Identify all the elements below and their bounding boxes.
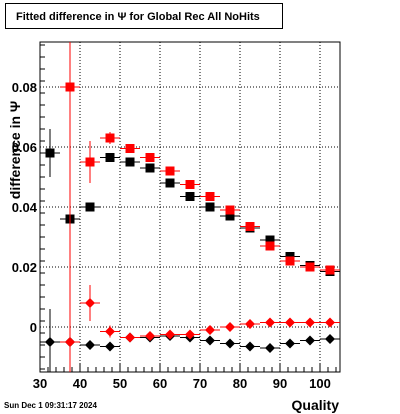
data-point-square <box>205 202 215 212</box>
data-point-diamond <box>225 338 235 349</box>
y-tick-label: 0.08 <box>12 80 37 95</box>
data-point-square <box>125 157 135 167</box>
data-point-square <box>105 133 115 143</box>
data-point-diamond <box>125 332 135 343</box>
data-point-square <box>65 82 75 92</box>
data-point-square <box>245 222 255 231</box>
x-tick-label: 70 <box>193 376 207 391</box>
axes: 30 40 50 60 70 80 90 100 0 0.02 0.04 0.06 0.08 <box>12 44 337 391</box>
data-point-square <box>85 157 95 167</box>
data-point-diamond <box>325 334 335 344</box>
data-point-diamond <box>85 340 95 350</box>
data-point-square <box>145 163 155 173</box>
y-tick-label: 0.06 <box>12 140 37 155</box>
data-point-diamond <box>285 338 295 349</box>
data-point-diamond <box>145 331 155 341</box>
data-point-diamond <box>305 335 315 346</box>
x-tick-label: 100 <box>309 376 331 391</box>
x-tick-label: 80 <box>233 376 247 391</box>
data-point-diamond <box>225 322 235 332</box>
data-point-diamond <box>105 341 115 352</box>
data-point-square <box>185 192 195 201</box>
data-point-diamond <box>205 335 215 346</box>
data-point-diamond <box>65 337 75 347</box>
data-point-square <box>285 256 295 266</box>
data-point-diamond <box>265 317 275 328</box>
data-point-square <box>125 144 135 153</box>
chart-title: Fitted difference in Ψ for Global Rec Al… <box>5 3 283 29</box>
x-tick-label: 60 <box>153 376 167 391</box>
data-point-square <box>325 265 335 275</box>
data-point-diamond <box>185 329 195 340</box>
y-axis-label: difference in Ψ <box>7 101 23 199</box>
data-point-diamond <box>265 343 275 353</box>
data-point-square <box>85 202 95 212</box>
y-tick-label: 0.04 <box>12 200 38 215</box>
data-point-square <box>45 148 55 158</box>
y-tick-label: 0 <box>30 320 37 335</box>
data-point-square <box>165 166 175 176</box>
x-tick-label: 30 <box>33 376 47 391</box>
data-point-square <box>265 241 275 251</box>
data-points <box>40 42 340 372</box>
data-point-diamond <box>85 298 95 308</box>
data-point-square <box>145 153 155 162</box>
data-point-square <box>205 192 215 201</box>
x-tick-label: 40 <box>73 376 87 391</box>
data-point-diamond <box>165 329 175 340</box>
data-point-square <box>105 153 115 162</box>
data-point-diamond <box>285 317 295 328</box>
data-point-diamond <box>45 337 55 347</box>
y-tick-label: 0.02 <box>12 260 37 275</box>
data-point-diamond <box>325 317 335 328</box>
data-point-square <box>225 205 235 215</box>
data-point-diamond <box>205 325 215 335</box>
x-tick-label: 50 <box>113 376 127 391</box>
data-point-diamond <box>305 317 315 328</box>
data-point-square <box>165 178 175 188</box>
data-point-diamond <box>245 341 255 352</box>
timestamp: Sun Dec 1 09:31:17 2024 <box>4 401 97 410</box>
data-point-square <box>225 211 235 221</box>
grid <box>40 42 340 372</box>
data-point-square <box>305 262 315 272</box>
data-point-diamond <box>245 319 255 329</box>
data-point-square <box>265 235 275 245</box>
x-axis-label: Quality <box>292 397 340 413</box>
data-point-square <box>185 180 195 189</box>
x-tick-label: 90 <box>273 376 287 391</box>
data-point-diamond <box>105 326 115 337</box>
